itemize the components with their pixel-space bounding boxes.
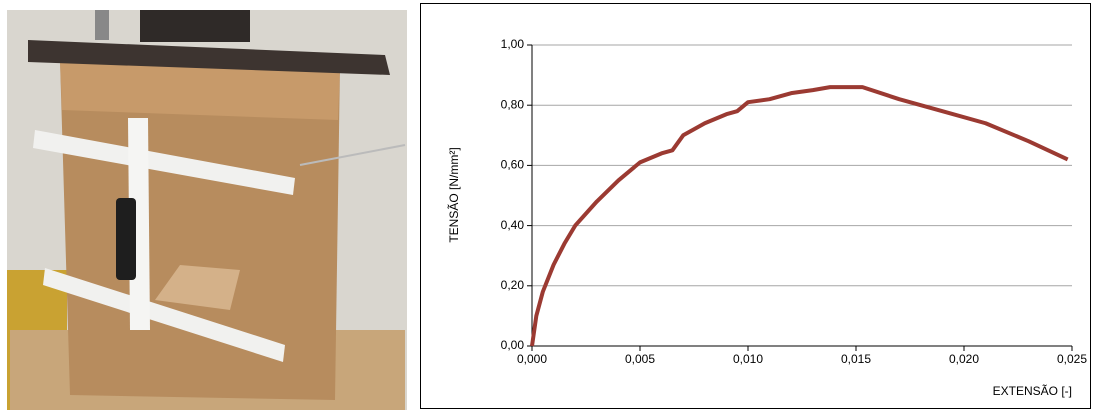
photo: [7, 10, 407, 410]
x-tick-label: 0,005: [625, 352, 655, 366]
y-tick-label: 0,00: [501, 338, 525, 352]
page: EXTENSÃO [-] TENSÃO [N/mm²] 0,00 0,20 0,40…: [0, 0, 1095, 410]
y-tick-label: 0,80: [501, 97, 525, 111]
y-tick-label: 1,00: [501, 37, 525, 51]
y-tick-label: 0,60: [501, 158, 525, 172]
x-tick-label: 0,025: [1057, 352, 1087, 366]
chart: EXTENSÃO [-] TENSÃO [N/mm²] 0,00 0,20 0,40…: [447, 37, 1087, 398]
x-tick-label: 0,015: [841, 352, 871, 366]
data-line: [532, 87, 1068, 346]
x-tick-label: 0,010: [733, 352, 763, 366]
y-axis-label: TENSÃO [N/mm²]: [447, 147, 461, 242]
y-tick-label: 0,20: [501, 278, 525, 292]
x-tick-label: 0,000: [517, 352, 547, 366]
x-tick-label: 0,020: [949, 352, 979, 366]
y-tick-label: 0,40: [501, 218, 525, 232]
x-axis-label: EXTENSÃO [-]: [993, 384, 1072, 398]
